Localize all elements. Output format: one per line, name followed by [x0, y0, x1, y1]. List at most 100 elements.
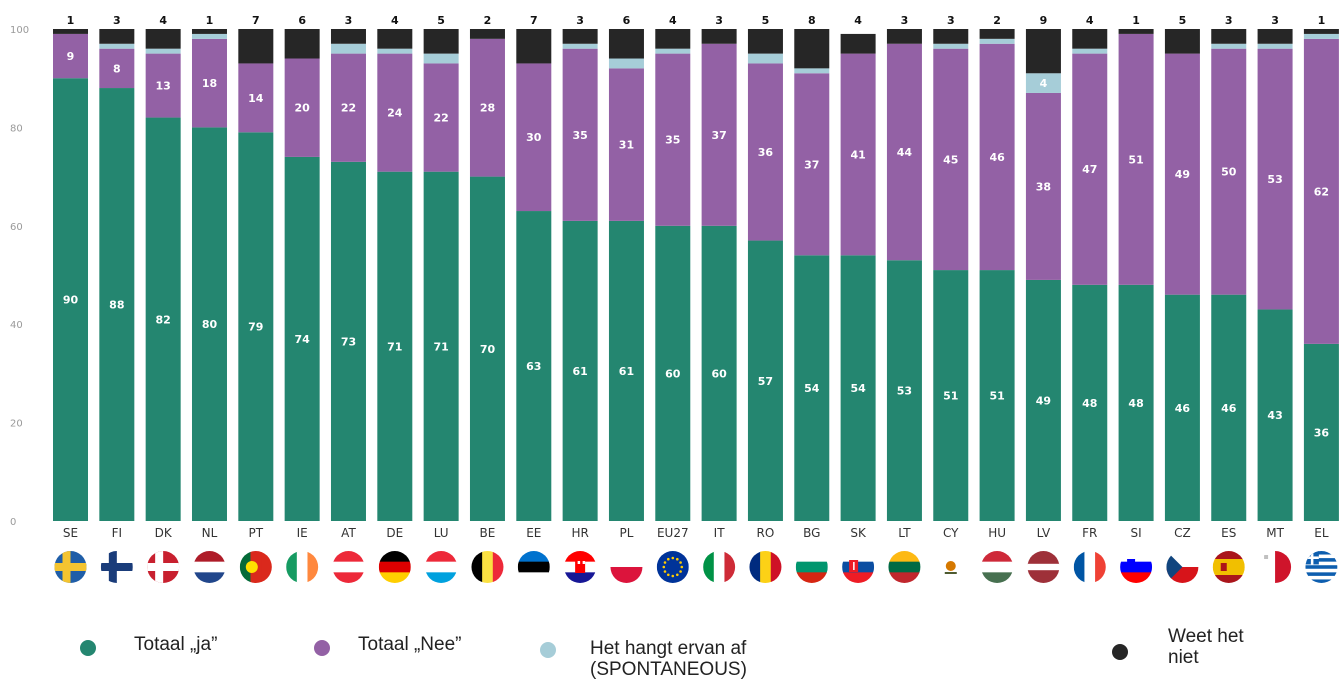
bar-segment [562, 220, 598, 521]
bar-top-label: 3 [1225, 14, 1233, 27]
bar-value-label: 24 [387, 107, 403, 120]
flag-lv-icon [1027, 551, 1060, 583]
x-tick-label: EE [526, 526, 541, 540]
bar-value-label: 48 [1128, 397, 1143, 410]
flag-dk-icon [147, 551, 180, 583]
bar-top-label: 5 [1179, 14, 1187, 27]
bar-value-label: 70 [480, 343, 496, 356]
bar-value-label: 57 [758, 375, 773, 388]
bar-top-label: 2 [993, 14, 1001, 27]
bar-segment [933, 270, 969, 521]
flag-it-icon [703, 551, 736, 583]
y-tick-label: 20 [10, 419, 23, 430]
bar-value-label: 35 [665, 134, 680, 147]
x-tick-label: IE [297, 526, 308, 540]
flag-nl-icon [193, 551, 226, 583]
bar-segment [1072, 53, 1108, 285]
bar-segment [191, 29, 227, 34]
flag-be-icon [471, 551, 504, 583]
bar-top-label: 4 [854, 14, 862, 27]
bar-segment [979, 43, 1015, 271]
bar-top-label: 1 [206, 14, 214, 27]
bar-value-label: 20 [294, 102, 310, 115]
flag-sk-icon [842, 551, 875, 583]
bar-segment [886, 29, 922, 44]
bar-top-label: 6 [623, 14, 631, 27]
x-tick-label: LT [898, 526, 911, 540]
bar-segment [655, 48, 691, 54]
bar-segment [840, 33, 876, 54]
flag-lu-icon [425, 551, 458, 583]
bar-top-label: 3 [576, 14, 584, 27]
y-tick-label: 0 [10, 517, 16, 528]
bar-value-label: 63 [526, 360, 541, 373]
bar-value-label: 46 [1221, 402, 1237, 415]
flag-pl-icon [610, 551, 643, 583]
bar-value-label: 35 [572, 129, 587, 142]
bar-segment [423, 53, 459, 64]
flag-fi-icon [100, 551, 133, 583]
x-tick-label: MT [1266, 526, 1284, 540]
bar-top-label: 1 [1318, 14, 1326, 27]
y-tick-label: 60 [10, 222, 23, 233]
bar-segment [840, 255, 876, 521]
flag-lt-icon [888, 551, 921, 583]
bar-segment [1164, 294, 1200, 521]
bar-value-label: 82 [156, 313, 171, 326]
bar-segment [747, 53, 783, 64]
flag-ie-icon [286, 551, 319, 583]
bar-segment [238, 63, 274, 133]
bar-segment [1025, 279, 1061, 521]
bar-value-label: 36 [1314, 426, 1330, 439]
bar-segment [516, 29, 552, 64]
bar-segment [1257, 43, 1293, 49]
bar-value-label: 53 [897, 385, 912, 398]
bar-segment [886, 260, 922, 521]
x-tick-label: AT [341, 526, 356, 540]
bar-value-label: 22 [341, 102, 356, 115]
bar-segment [284, 156, 320, 522]
bar-segment [469, 176, 505, 521]
flag-hu-icon [981, 551, 1014, 583]
bar-segment [794, 73, 830, 256]
bar-top-label: 3 [1271, 14, 1279, 27]
bar-segment [1072, 284, 1108, 521]
bar-segment [655, 29, 691, 49]
bar-top-label: 8 [808, 14, 816, 27]
bar-segment [1072, 48, 1108, 54]
x-tick-label: FI [112, 526, 122, 540]
bar-segment [608, 220, 644, 521]
bar-top-label: 5 [437, 14, 445, 27]
bar-segment [747, 240, 783, 521]
bar-top-label: 1 [67, 14, 75, 27]
bar-segment [516, 63, 552, 212]
bar-value-label: 4 [1040, 77, 1048, 90]
bar-value-label: 61 [619, 365, 634, 378]
bar-top-label: 4 [391, 14, 399, 27]
x-tick-label: LU [434, 526, 449, 540]
legend-label-weet-niet: Weet het niet [1168, 626, 1244, 668]
bar-segment [469, 38, 505, 177]
bar-segment [979, 38, 1015, 44]
bar-segment [562, 48, 598, 221]
x-tick-label: PL [619, 526, 633, 540]
bar-segment [469, 29, 505, 39]
bar-segment [423, 29, 459, 54]
bar-segment [1211, 48, 1247, 295]
x-tick-label: BE [480, 526, 496, 540]
bar-top-label: 3 [901, 14, 909, 27]
bar-segment [377, 53, 413, 172]
bar-value-label: 54 [850, 382, 866, 395]
bar-segment [377, 171, 413, 521]
bar-segment [99, 29, 135, 44]
flag-eu-icon [656, 551, 689, 583]
x-tick-label: EL [1314, 526, 1329, 540]
bar-value-label: 44 [897, 146, 913, 159]
bar-segment [1257, 48, 1293, 310]
bar-segment [1025, 29, 1061, 74]
bar-segment [238, 132, 274, 521]
bar-value-label: 14 [248, 92, 264, 105]
bar-segment [1211, 43, 1247, 49]
bar-value-label: 31 [619, 139, 634, 152]
bar-segment [1118, 29, 1154, 34]
